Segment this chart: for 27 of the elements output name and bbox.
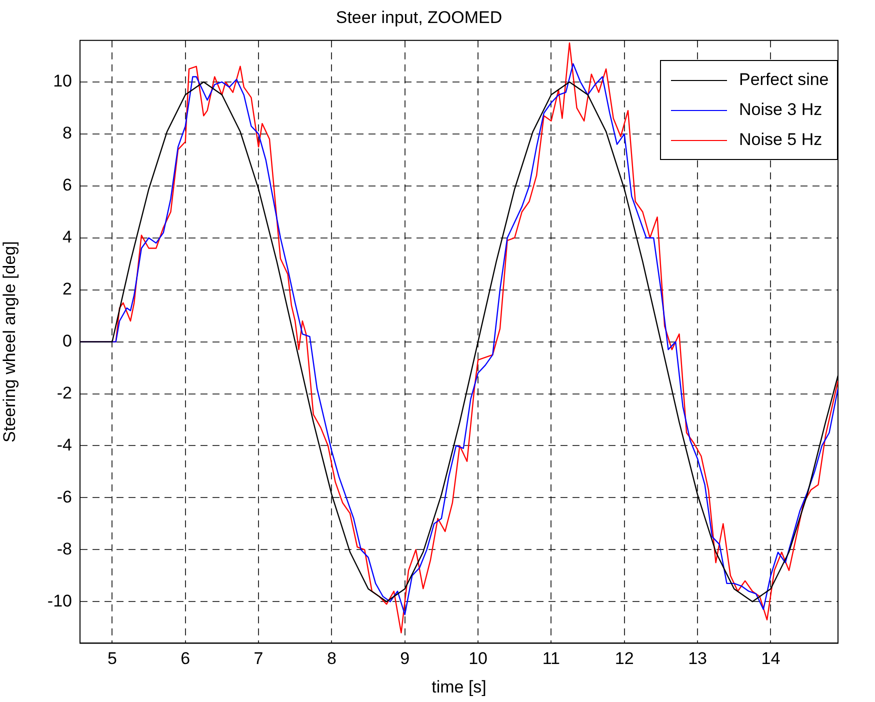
y-tick-label: -8 (56, 539, 72, 558)
y-tick-label: -10 (47, 591, 72, 610)
y-tick-label: 10 (53, 72, 72, 91)
x-tick-label: 10 (468, 649, 488, 668)
y-tick-label: -2 (56, 383, 72, 402)
legend-label: Perfect sine (739, 70, 829, 90)
x-axis-title: time [s] (432, 677, 486, 696)
y-tick-label: -6 (56, 487, 72, 506)
x-tick-label: 12 (614, 649, 634, 668)
legend-label: Noise 5 Hz (739, 130, 822, 150)
x-tick-label: 7 (254, 649, 264, 668)
y-tick-label: 2 (62, 280, 72, 299)
x-tick-label: 6 (180, 649, 190, 668)
x-tick-label: 5 (107, 649, 117, 668)
y-tick-label: 6 (62, 176, 72, 195)
y-axis-title: Steering wheel angle [deg] (0, 241, 19, 442)
y-tick-label: 8 (62, 124, 72, 143)
x-tick-label: 8 (326, 649, 336, 668)
x-tick-label: 14 (761, 649, 780, 668)
y-tick-label: 0 (62, 331, 72, 350)
y-tick-label: -4 (56, 435, 72, 454)
y-tick-label: 4 (62, 228, 72, 247)
x-tick-label: 9 (400, 649, 410, 668)
legend-label: Noise 3 Hz (739, 100, 822, 120)
x-tick-label: 13 (688, 649, 707, 668)
chart-title: Steer input, ZOOMED (336, 8, 502, 27)
x-tick-label: 11 (542, 649, 560, 668)
